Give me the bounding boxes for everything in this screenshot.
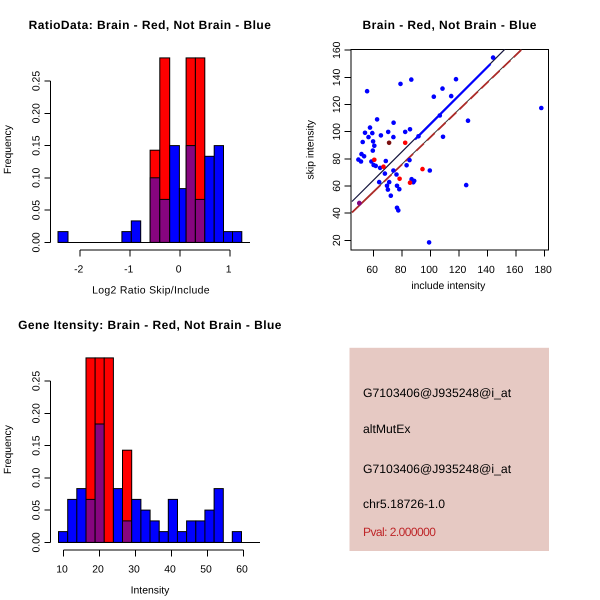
svg-text:Intensity: Intensity [131,586,171,597]
svg-text:-1: -1 [124,265,133,276]
svg-text:altMutEx: altMutEx [363,422,410,436]
svg-text:RatioData: Brain - Red, Not Br: RatioData: Brain - Red, Not Brain - Blue [29,18,272,32]
svg-text:20: 20 [332,234,343,246]
svg-text:0.25: 0.25 [32,71,43,91]
svg-text:Frequency: Frequency [3,424,14,474]
svg-text:140: 140 [332,69,343,87]
svg-text:Gene Itensity: Brain - Red, No: Gene Itensity: Brain - Red, Not Brain - … [18,318,282,332]
svg-text:10: 10 [56,565,68,576]
svg-text:0.05: 0.05 [32,500,43,520]
svg-text:0.15: 0.15 [32,435,43,455]
svg-text:chr5.18726-1.0: chr5.18726-1.0 [363,497,445,511]
svg-text:1: 1 [226,265,232,276]
svg-text:0.15: 0.15 [32,135,43,155]
svg-text:0.00: 0.00 [32,532,43,552]
svg-text:20: 20 [92,565,104,576]
svg-text:G7103406@J935248@i_at: G7103406@J935248@i_at [363,386,512,400]
svg-text:0: 0 [176,265,182,276]
svg-text:Log2 Ratio Skip/Include: Log2 Ratio Skip/Include [92,285,210,297]
svg-text:180: 180 [534,265,552,276]
svg-text:0.10: 0.10 [32,467,43,487]
svg-text:80: 80 [395,265,407,276]
svg-text:100: 100 [332,123,343,141]
svg-text:160: 160 [506,265,524,276]
svg-text:-2: -2 [74,265,83,276]
svg-text:Pval: 2.000000: Pval: 2.000000 [363,525,436,539]
svg-text:Frequency: Frequency [3,124,14,174]
svg-text:Brain - Red, Not Brain - Blue: Brain - Red, Not Brain - Blue [362,18,536,32]
svg-text:60: 60 [332,180,343,192]
svg-text:0.00: 0.00 [32,232,43,252]
svg-text:skip intensity: skip intensity [306,119,317,179]
svg-text:0.05: 0.05 [32,200,43,220]
svg-text:100: 100 [420,265,438,276]
svg-text:140: 140 [477,265,495,276]
svg-text:60: 60 [366,265,378,276]
svg-text:60: 60 [236,565,248,576]
svg-text:include intensity: include intensity [411,281,486,292]
svg-text:30: 30 [128,565,140,576]
svg-text:120: 120 [449,265,467,276]
svg-text:40: 40 [164,565,176,576]
svg-text:40: 40 [332,207,343,219]
svg-text:0.10: 0.10 [32,167,43,187]
svg-text:80: 80 [332,153,343,165]
svg-text:160: 160 [332,41,343,59]
svg-text:0.25: 0.25 [32,371,43,391]
svg-text:0.20: 0.20 [32,103,43,123]
svg-text:0.20: 0.20 [32,403,43,423]
svg-text:G7103406@J935248@i_at: G7103406@J935248@i_at [363,462,512,476]
svg-text:50: 50 [200,565,212,576]
svg-text:120: 120 [332,96,343,114]
